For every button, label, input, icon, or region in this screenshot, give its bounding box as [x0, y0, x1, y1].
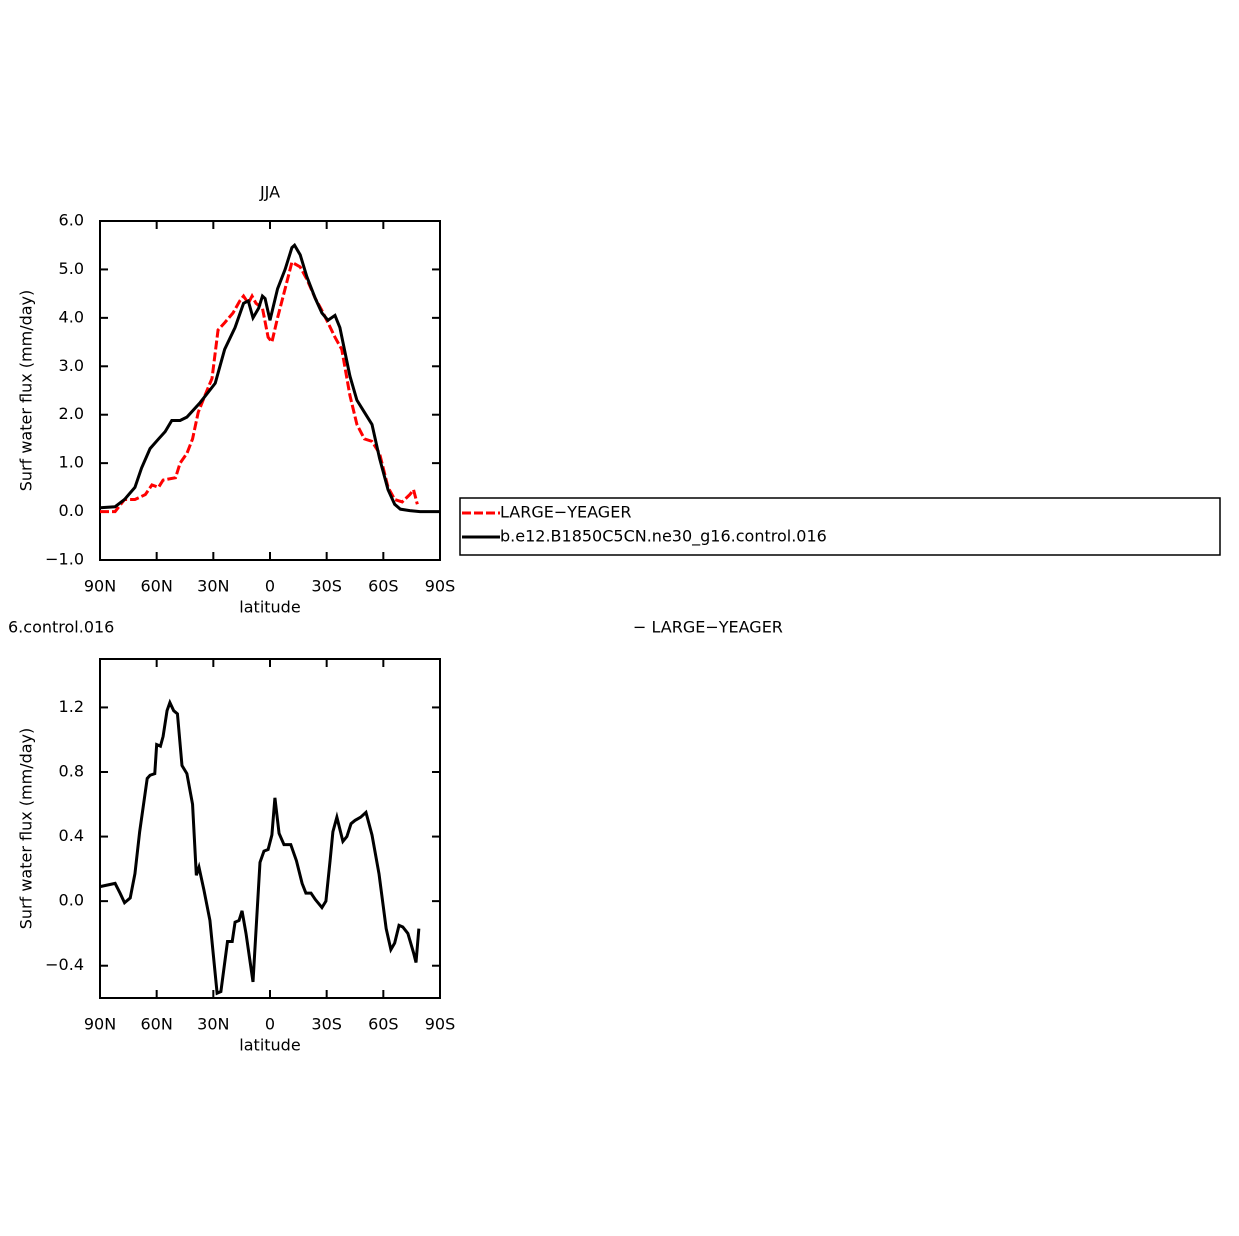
x-tick-label: 0: [265, 577, 275, 596]
chart-title-right: − LARGE−YEAGER: [633, 618, 783, 637]
x-tick-label: 90S: [425, 1015, 456, 1034]
x-tick-label: 60N: [141, 1015, 173, 1034]
y-tick-label: 2.0: [59, 404, 84, 423]
x-tick-label: 30N: [197, 1015, 229, 1034]
y-tick-label: 4.0: [59, 307, 84, 326]
y-tick-label: −1.0: [45, 550, 84, 569]
series-line: [99, 698, 421, 996]
chart-title: JJA: [259, 183, 280, 202]
x-tick-label: 60S: [368, 1015, 399, 1034]
x-axis-label: latitude: [239, 1036, 300, 1055]
x-axis-label: latitude: [239, 598, 300, 617]
y-tick-label: 3.0: [59, 356, 84, 375]
y-axis-label: Surf water flux (mm/day): [17, 290, 36, 492]
legend-box: [459, 497, 1221, 556]
y-tick-label: 0.0: [59, 891, 84, 910]
y-tick-label: 6.0: [59, 211, 84, 230]
y-tick-label: 5.0: [59, 259, 84, 278]
legend-label: b.e12.B1850C5CN.ne30_g16.control.016: [500, 527, 827, 547]
y-tick-label: 0.0: [59, 501, 84, 520]
x-tick-label: 60S: [368, 577, 399, 596]
legend-label: LARGE−YEAGER: [500, 503, 631, 522]
x-tick-label: 90N: [84, 1015, 116, 1034]
x-tick-label: 30N: [197, 577, 229, 596]
x-tick-label: 0: [265, 1015, 275, 1034]
x-tick-label: 30S: [311, 577, 342, 596]
x-tick-label: 30S: [311, 1015, 342, 1034]
chart-title-left: 6.control.016: [8, 618, 114, 637]
y-tick-label: 0.8: [59, 762, 84, 781]
series-line: [99, 242, 440, 514]
x-tick-label: 90N: [84, 577, 116, 596]
y-tick-label: 1.0: [59, 453, 84, 472]
x-tick-label: 90S: [425, 577, 456, 596]
x-tick-label: 60N: [141, 577, 173, 596]
y-axis-label: Surf water flux (mm/day): [17, 728, 36, 930]
series-line: [100, 259, 419, 514]
y-tick-label: 0.4: [59, 826, 84, 845]
y-tick-label: 1.2: [59, 697, 84, 716]
y-tick-label: −0.4: [45, 955, 84, 974]
plot-frame: [99, 220, 441, 561]
